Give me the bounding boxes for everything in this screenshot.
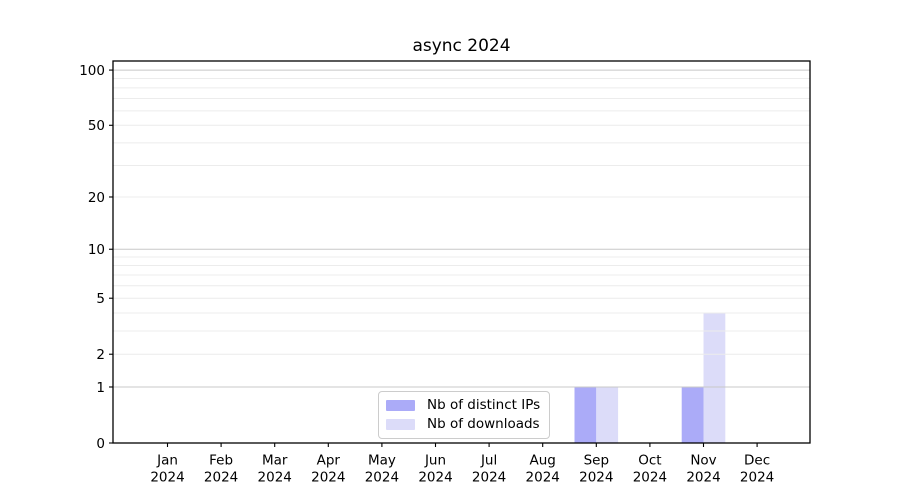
x-tick-label-year: 2024 <box>150 470 184 486</box>
x-tick-label-month: Jun <box>424 453 446 469</box>
x-tick-label-year: 2024 <box>526 470 560 486</box>
y-tick-label: 0 <box>96 436 105 452</box>
x-tick-label-month: Jan <box>156 453 178 469</box>
bar-distinct-ips-sep-2024 <box>574 386 597 443</box>
x-tick-label-month: Apr <box>317 453 341 469</box>
legend-item-distinct-ips: Nb of distinct IPs <box>386 396 540 414</box>
legend-label-downloads: Nb of downloads <box>427 416 540 432</box>
y-tick-label: 2 <box>96 347 105 363</box>
legend-item-downloads: Nb of downloads <box>386 415 540 433</box>
x-tick-label-year: 2024 <box>258 470 292 486</box>
x-tick-label-month: Aug <box>530 453 556 469</box>
x-tick-label-month: Mar <box>262 453 288 469</box>
y-tick-label: 10 <box>88 242 105 258</box>
x-tick-label-year: 2024 <box>365 470 399 486</box>
y-tick-label: 1 <box>96 380 105 396</box>
y-tick-label: 20 <box>88 190 105 206</box>
x-tick-label-year: 2024 <box>418 470 452 486</box>
y-tick-label: 50 <box>88 118 105 134</box>
x-tick-label-year: 2024 <box>472 470 506 486</box>
x-tick-label-month: Feb <box>209 453 233 469</box>
x-tick-label-year: 2024 <box>204 470 238 486</box>
x-tick-label-month: Dec <box>744 453 770 469</box>
legend-swatch-distinct-ips <box>386 399 415 411</box>
bar-downloads-sep-2024 <box>596 386 619 443</box>
y-tick-label: 100 <box>79 63 105 79</box>
legend-label-distinct-ips: Nb of distinct IPs <box>427 397 541 413</box>
legend: Nb of distinct IPs Nb of downloads <box>378 391 551 439</box>
y-tick-label: 5 <box>96 291 105 307</box>
x-tick-label-year: 2024 <box>633 470 667 486</box>
x-tick-label-year: 2024 <box>311 470 345 486</box>
x-tick-label-month: Oct <box>638 453 661 469</box>
x-tick-label-month: May <box>368 453 396 469</box>
bar-distinct-ips-nov-2024 <box>681 386 704 443</box>
x-tick-label-year: 2024 <box>579 470 613 486</box>
x-tick-label-year: 2024 <box>686 470 720 486</box>
bar-downloads-nov-2024 <box>703 312 726 443</box>
x-tick-label-year: 2024 <box>740 470 774 486</box>
x-tick-label-month: Nov <box>690 453 716 469</box>
x-tick-label-month: Jul <box>480 453 497 469</box>
plot-frame <box>112 60 811 444</box>
legend-swatch-downloads <box>386 418 415 430</box>
chart-title: async 2024 <box>412 36 511 56</box>
x-tick-label-month: Sep <box>584 453 609 469</box>
